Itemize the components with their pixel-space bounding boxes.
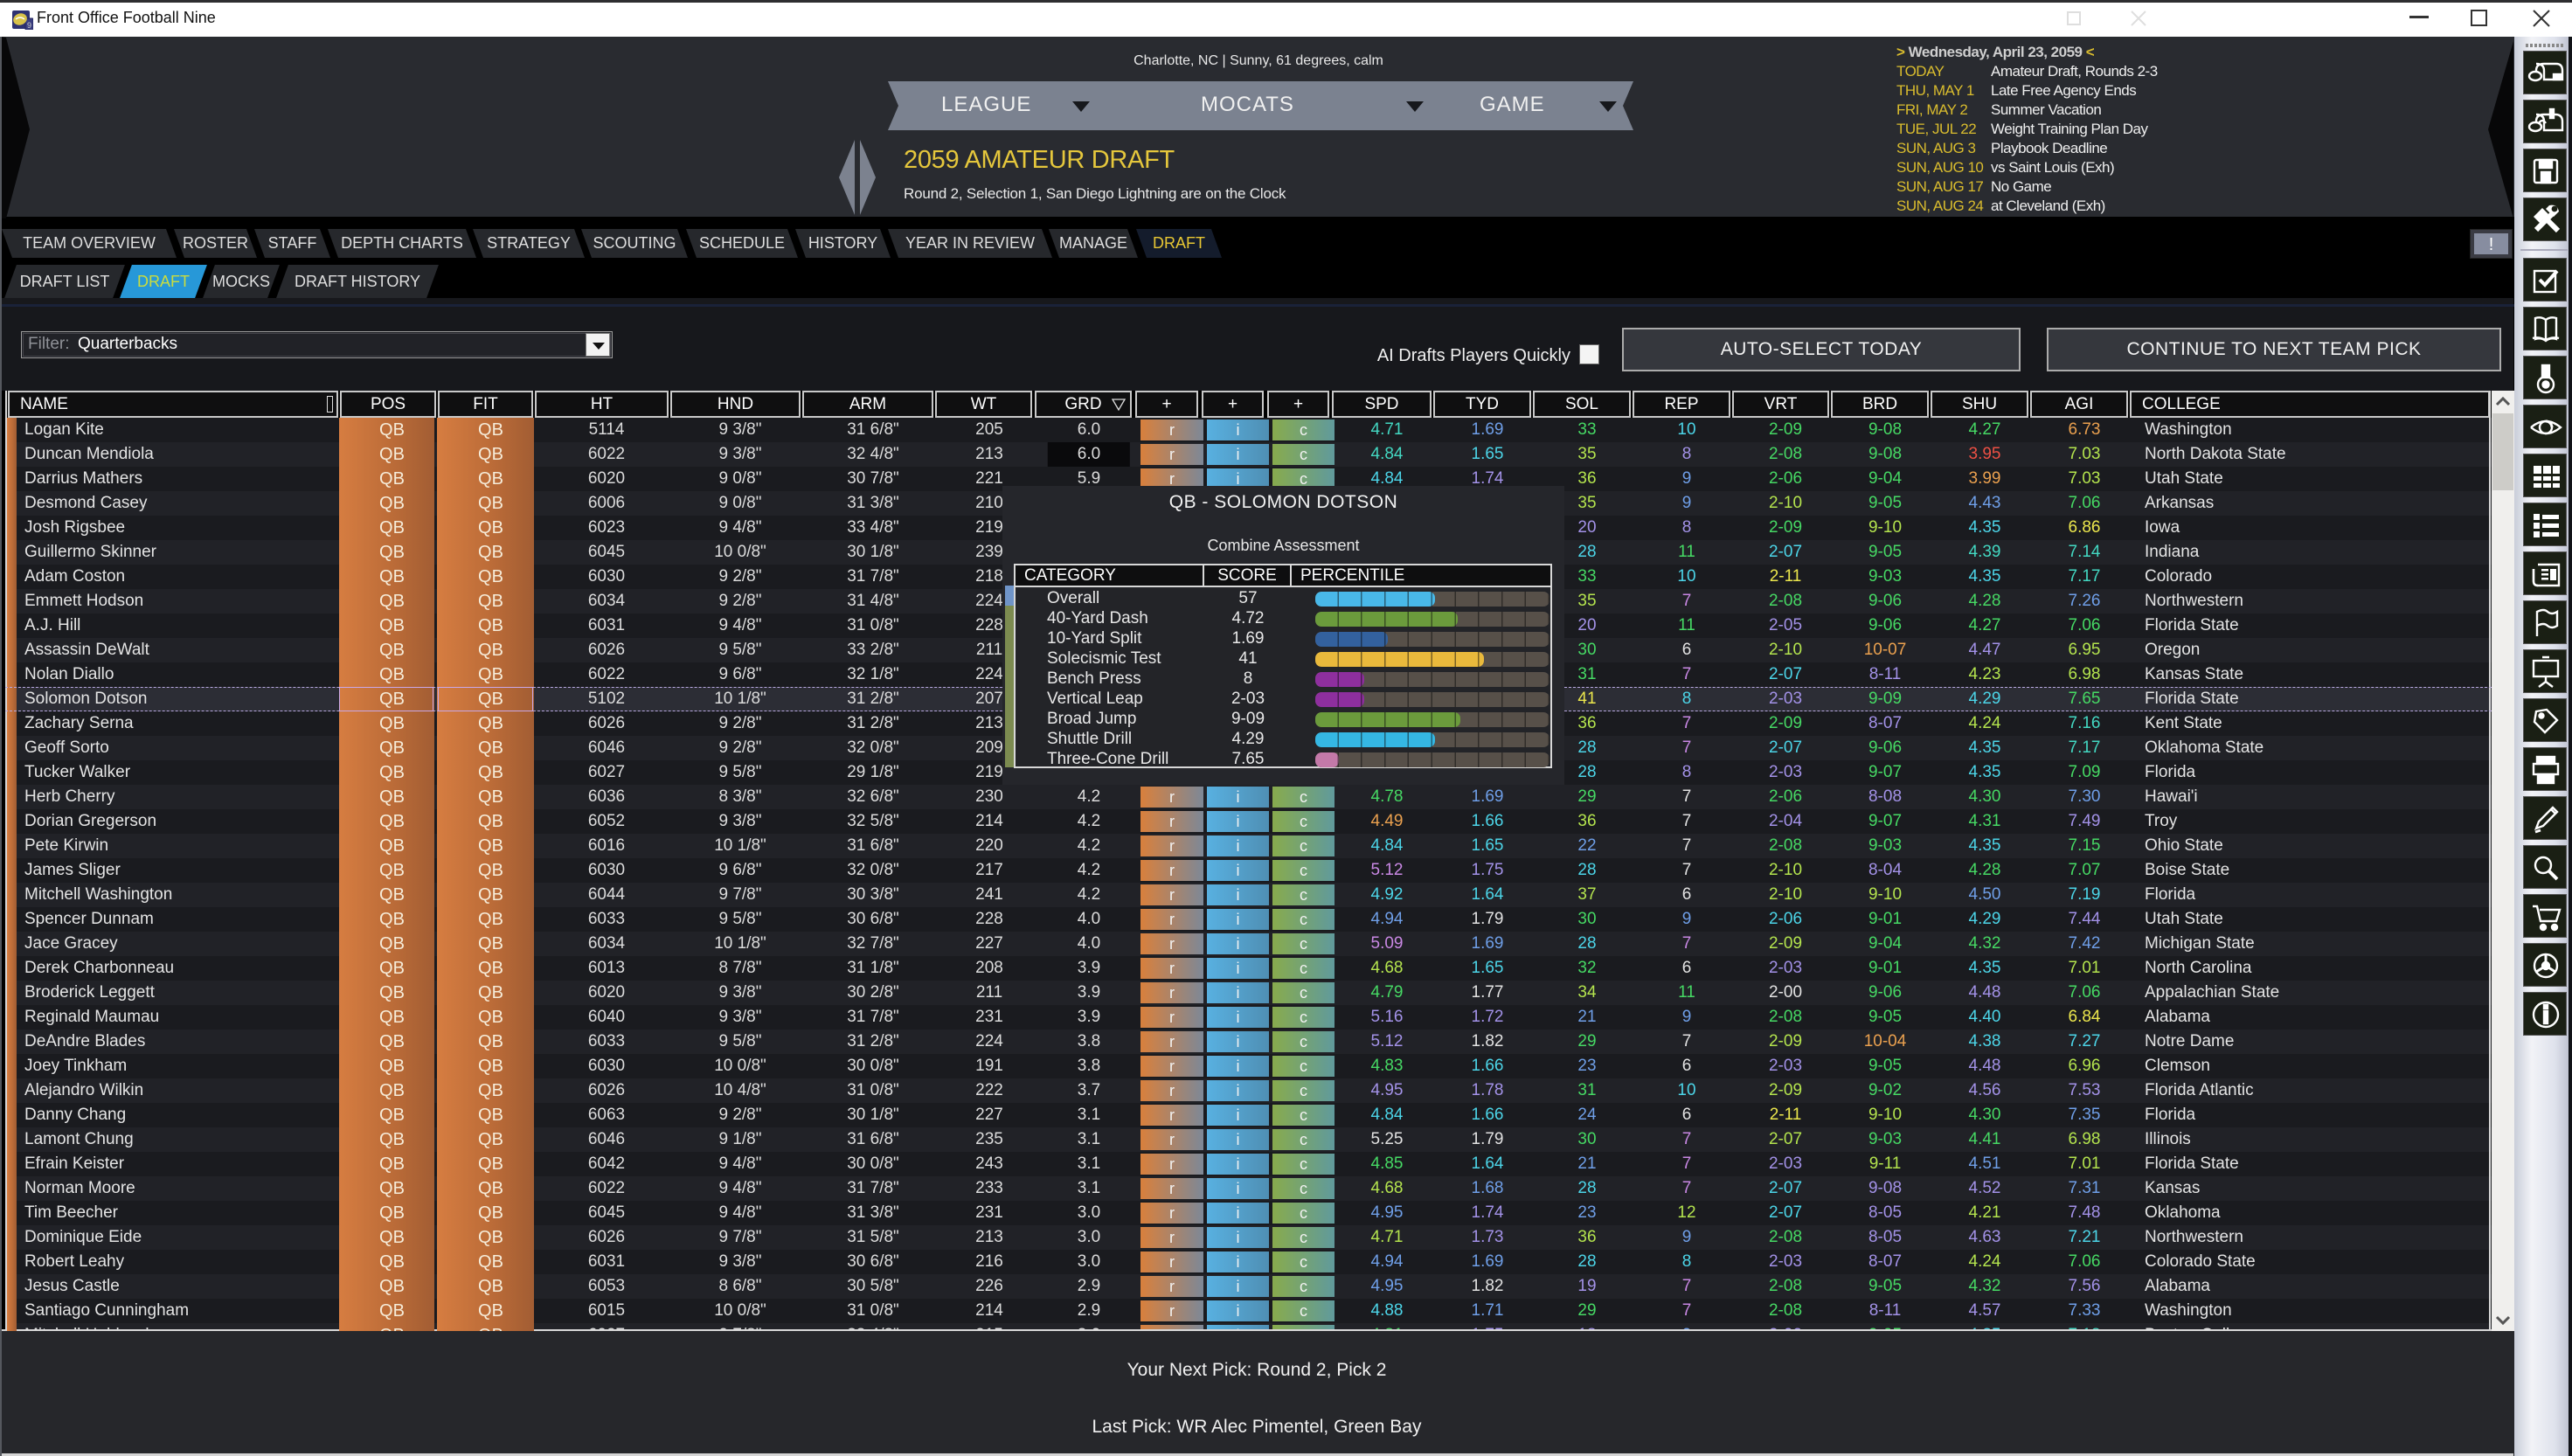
svg-text:9: 9 <box>27 21 31 30</box>
